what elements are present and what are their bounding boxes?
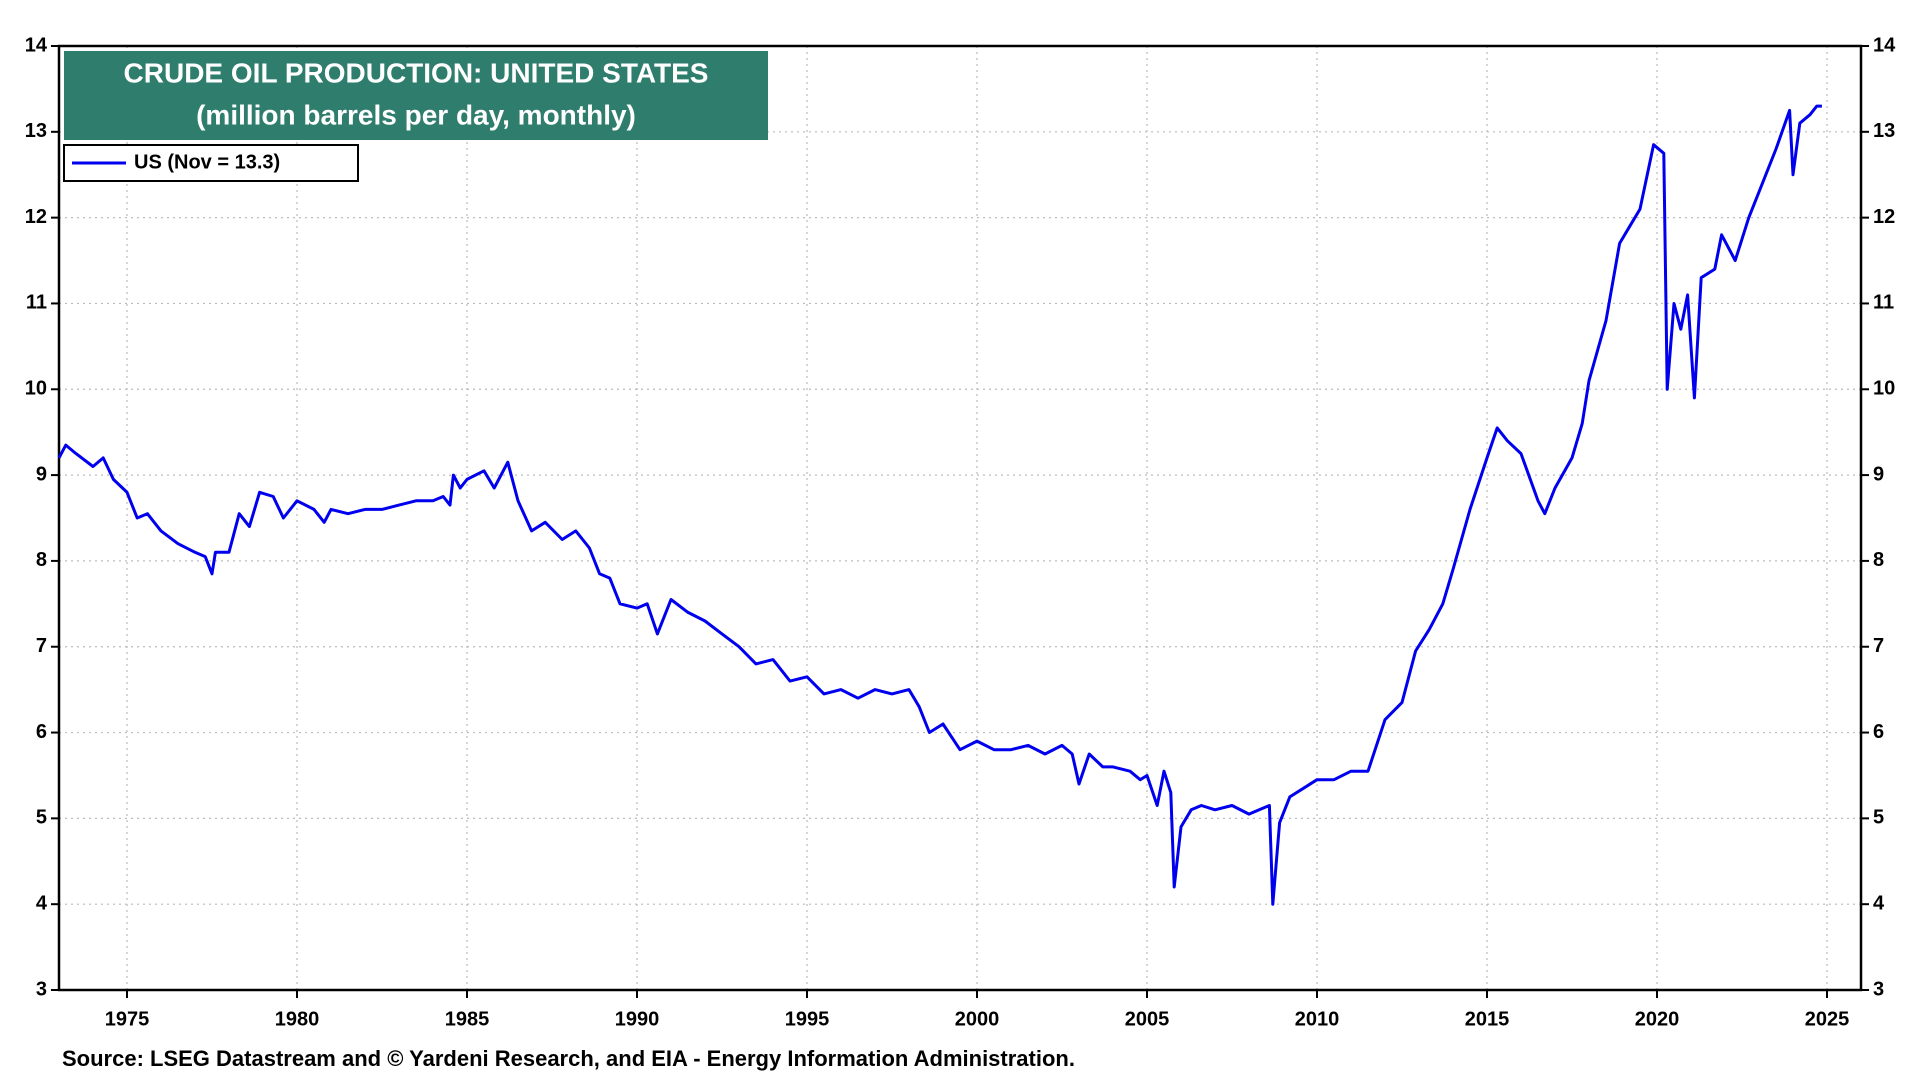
title-box (64, 51, 768, 140)
y2-tick-label: 7 (1873, 635, 1884, 657)
y2-tick-label: 12 (1873, 206, 1895, 228)
y-tick-label: 9 (36, 463, 47, 485)
legend-label: US (Nov = 13.3) (134, 151, 280, 173)
y2-tick-label: 4 (1873, 892, 1885, 914)
x-tick-label: 2000 (955, 1008, 1000, 1030)
x-tick-label: 1990 (615, 1008, 660, 1030)
x-tick-label: 2005 (1125, 1008, 1170, 1030)
y-tick-label: 4 (36, 892, 48, 914)
y-tick-label: 12 (25, 206, 47, 228)
chart-subtitle: (million barrels per day, monthly) (196, 99, 636, 130)
y2-tick-label: 6 (1873, 721, 1884, 743)
plot-frame (57, 44, 1863, 992)
y-tick-label: 3 (36, 978, 47, 1000)
data-line (57, 104, 1822, 906)
y2-tick-label: 8 (1873, 549, 1884, 571)
y2-tick-label: 9 (1873, 463, 1884, 485)
x-tick-label: 2020 (1635, 1008, 1680, 1030)
legend-box (63, 144, 359, 182)
x-tick-label: 1980 (275, 1008, 320, 1030)
x-tick-label: 1985 (445, 1008, 490, 1030)
y2-tick-label: 3 (1873, 978, 1884, 1000)
y-tick-label: 14 (25, 34, 48, 56)
y2-tick-label: 13 (1873, 120, 1895, 142)
y-tick-label: 11 (26, 292, 47, 314)
y-tick-label: 13 (25, 120, 47, 142)
y2-tick-label: 14 (1873, 34, 1896, 56)
y-tick-label: 8 (36, 549, 47, 571)
source-note: Source: LSEG Datastream and © Yardeni Re… (62, 1046, 1075, 1071)
y2-tick-label: 11 (1873, 292, 1894, 314)
x-tick-label: 1975 (105, 1008, 150, 1030)
x-tick-label: 2015 (1465, 1008, 1510, 1030)
y2-tick-label: 5 (1873, 807, 1884, 829)
y-tick-label: 5 (36, 807, 47, 829)
chart-title: CRUDE OIL PRODUCTION: UNITED STATES (124, 57, 709, 88)
y-tick-label: 7 (36, 635, 47, 657)
y2-tick-label: 10 (1873, 378, 1895, 400)
y-tick-label: 10 (25, 378, 47, 400)
y-tick-label: 6 (36, 721, 47, 743)
x-tick-label: 1995 (785, 1008, 830, 1030)
x-tick-label: 2010 (1295, 1008, 1340, 1030)
x-tick-label: 2025 (1805, 1008, 1850, 1030)
